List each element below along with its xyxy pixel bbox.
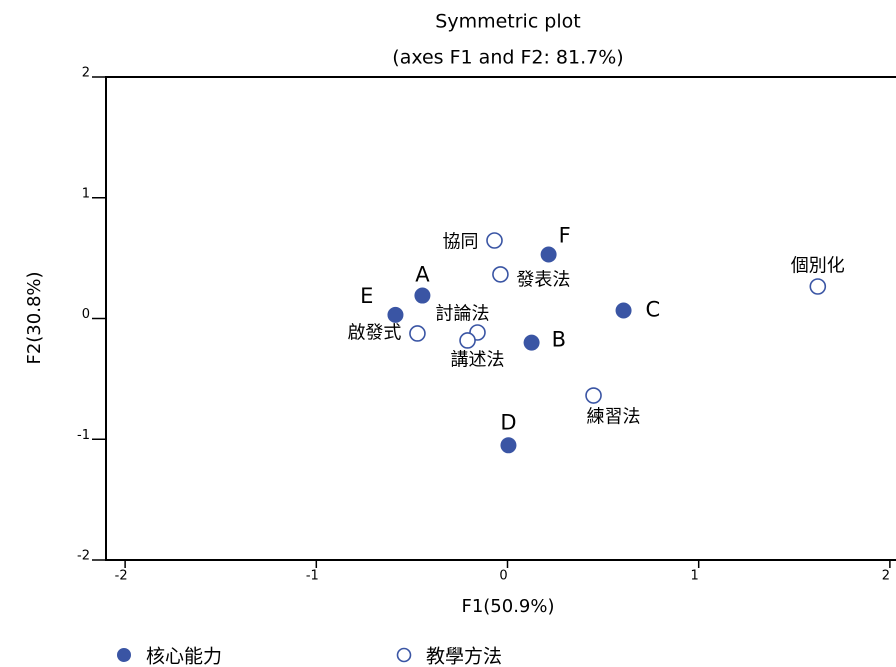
point-label: 講述法 (451, 349, 505, 370)
legend-label: 核心能力 (146, 646, 222, 667)
point (486, 232, 503, 249)
y-axis-title: F2(30.8%) (24, 271, 45, 364)
point-label: 練習法 (587, 407, 641, 428)
y-tick-label: 2 (82, 66, 90, 81)
x-tick-label: 2 (882, 569, 890, 584)
legend-marker (117, 648, 131, 662)
y-tick-label: 0 (82, 307, 90, 322)
point-label: 討論法 (435, 304, 489, 325)
point (387, 306, 404, 323)
point-label: D (500, 410, 516, 434)
point (585, 387, 602, 404)
legend-marker (396, 647, 412, 663)
point (523, 334, 540, 351)
point-label: 協同 (442, 231, 478, 252)
point-label: 啟發式 (347, 322, 401, 343)
point (500, 437, 517, 454)
point-label: B (552, 328, 566, 352)
point-label: C (646, 298, 661, 322)
y-tick-label: -1 (77, 428, 90, 443)
chart-title: Symmetric plot (435, 11, 580, 33)
x-tick-label: -1 (306, 569, 319, 584)
point-label: E (360, 284, 373, 308)
point (459, 332, 476, 349)
point (540, 246, 557, 263)
point-label: 發表法 (516, 269, 570, 290)
point (809, 278, 827, 295)
x-axis-title: F1(50.9%) (461, 596, 554, 617)
plot-frame (105, 76, 896, 561)
chart-subtitle: (axes F1 and F2: 81.7%) (392, 47, 623, 69)
point (615, 302, 632, 319)
y-tick-label: 1 (82, 186, 90, 201)
x-tick-label: 1 (691, 569, 699, 584)
x-tick-label: 0 (499, 569, 507, 584)
point (414, 287, 431, 304)
point-label: 個別化 (791, 256, 845, 277)
point (409, 325, 426, 342)
point-label: F (559, 224, 571, 248)
legend-label: 教學方法 (426, 646, 502, 667)
x-tick-label: -2 (115, 569, 128, 584)
point-label: A (415, 263, 430, 287)
point (492, 266, 509, 283)
y-tick-label: -2 (77, 549, 90, 564)
